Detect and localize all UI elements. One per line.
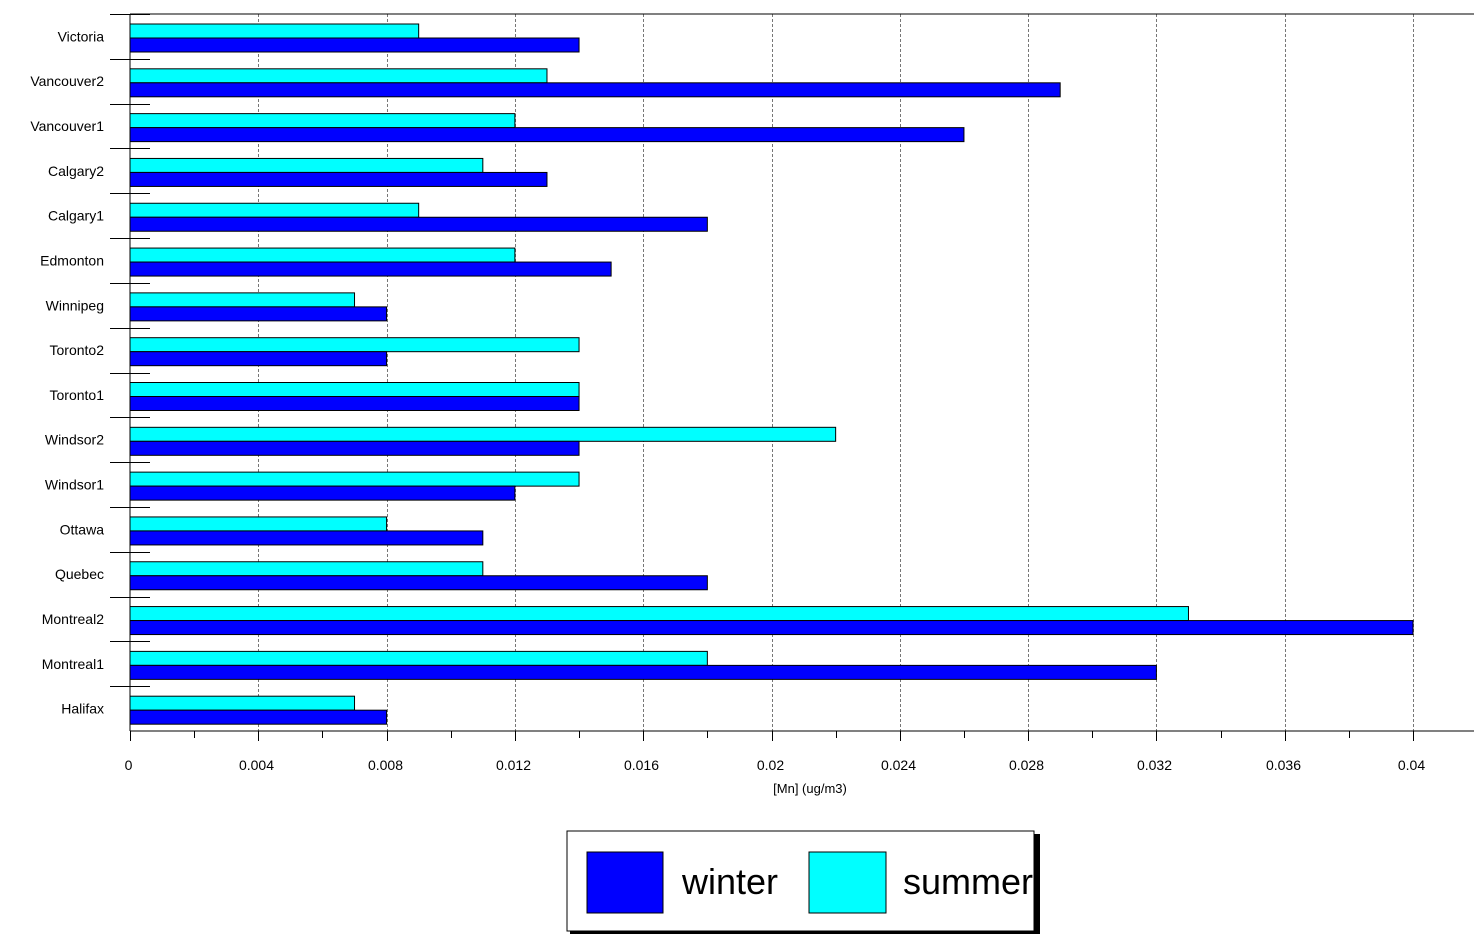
x-tick-label: 0.012: [496, 757, 531, 773]
bar-winter: [129, 127, 965, 143]
bar-winter: [129, 709, 388, 725]
x-tick-label: 0.02: [757, 757, 784, 773]
x-tick-label: 0: [125, 757, 133, 773]
bar-winter: [129, 620, 1414, 636]
bar-summer: [129, 202, 420, 218]
y-category-label: Calgary1: [48, 208, 104, 224]
bar-summer: [129, 561, 484, 577]
bar-summer: [129, 516, 388, 532]
bar-summer: [129, 606, 1189, 622]
x-tick-label: 0.016: [624, 757, 659, 773]
bars: [129, 23, 1414, 725]
y-category-label: Edmonton: [40, 252, 104, 268]
bar-summer: [129, 650, 708, 666]
bar-summer: [129, 382, 580, 397]
y-category-label: Windsor1: [45, 477, 104, 493]
bar-summer: [129, 157, 484, 173]
bar-winter: [129, 396, 580, 411]
bar-summer: [129, 292, 356, 308]
bar-summer: [129, 68, 548, 84]
bar-winter: [129, 171, 548, 187]
y-category-label: Halifax: [61, 701, 104, 717]
bar-winter: [129, 37, 580, 53]
bar-summer: [129, 337, 580, 353]
legend-swatch-winter: [586, 851, 664, 914]
y-category-label: Toronto2: [50, 342, 105, 358]
x-tick-label: 0.008: [368, 757, 403, 773]
legend-swatch-summer: [808, 851, 887, 914]
bar-summer: [129, 23, 420, 39]
bar-winter: [129, 485, 516, 501]
x-tick-label: 0.036: [1266, 757, 1301, 773]
y-category-label: Montreal1: [42, 656, 104, 672]
x-tick-label: 0.004: [239, 757, 274, 773]
bar-summer: [129, 113, 516, 129]
bar-winter: [129, 306, 388, 322]
labels: 0 0.004 0.008 0.012 0.016 0.02 0.024 0.028 0.032…: [30, 14, 1425, 773]
bar-winter: [129, 664, 1157, 680]
bar-summer: [129, 247, 516, 263]
x-tick-label: 0.04: [1398, 757, 1425, 773]
bar-winter: [129, 575, 708, 591]
bar-winter: [129, 351, 388, 367]
bar-winter: [129, 82, 1061, 98]
y-category-label: Victoria: [58, 28, 105, 44]
x-tick-label: 0.028: [1009, 757, 1044, 773]
y-category-label: Calgary2: [48, 163, 104, 179]
x-axis-title: [Mn] (ug/m3): [773, 781, 847, 796]
y-category-label: Winnipeg: [46, 297, 104, 313]
legend: winter summer: [566, 830, 1040, 934]
bar-winter: [129, 261, 612, 277]
bar-winter: [129, 440, 580, 456]
y-category-label: Ottawa: [60, 521, 105, 537]
y-category-label: Vancouver1: [30, 118, 104, 134]
y-category-label: Toronto1: [50, 387, 105, 403]
bar-winter: [129, 216, 708, 232]
axes: [129, 13, 1474, 732]
bar-summer: [129, 426, 837, 442]
bar-winter: [129, 530, 484, 546]
bar-summer: [129, 695, 356, 711]
y-category-label: Windsor2: [45, 432, 104, 448]
x-tick-label: 0.032: [1137, 757, 1172, 773]
bar-summer: [129, 471, 580, 487]
legend-label-winter: winter: [681, 861, 778, 902]
y-category-label: Vancouver2: [30, 73, 104, 89]
x-tick-label: 0.024: [881, 757, 916, 773]
y-category-label: Montreal2: [42, 611, 104, 627]
legend-label-summer: summer: [903, 861, 1033, 902]
y-category-label: Quebec: [55, 566, 104, 582]
